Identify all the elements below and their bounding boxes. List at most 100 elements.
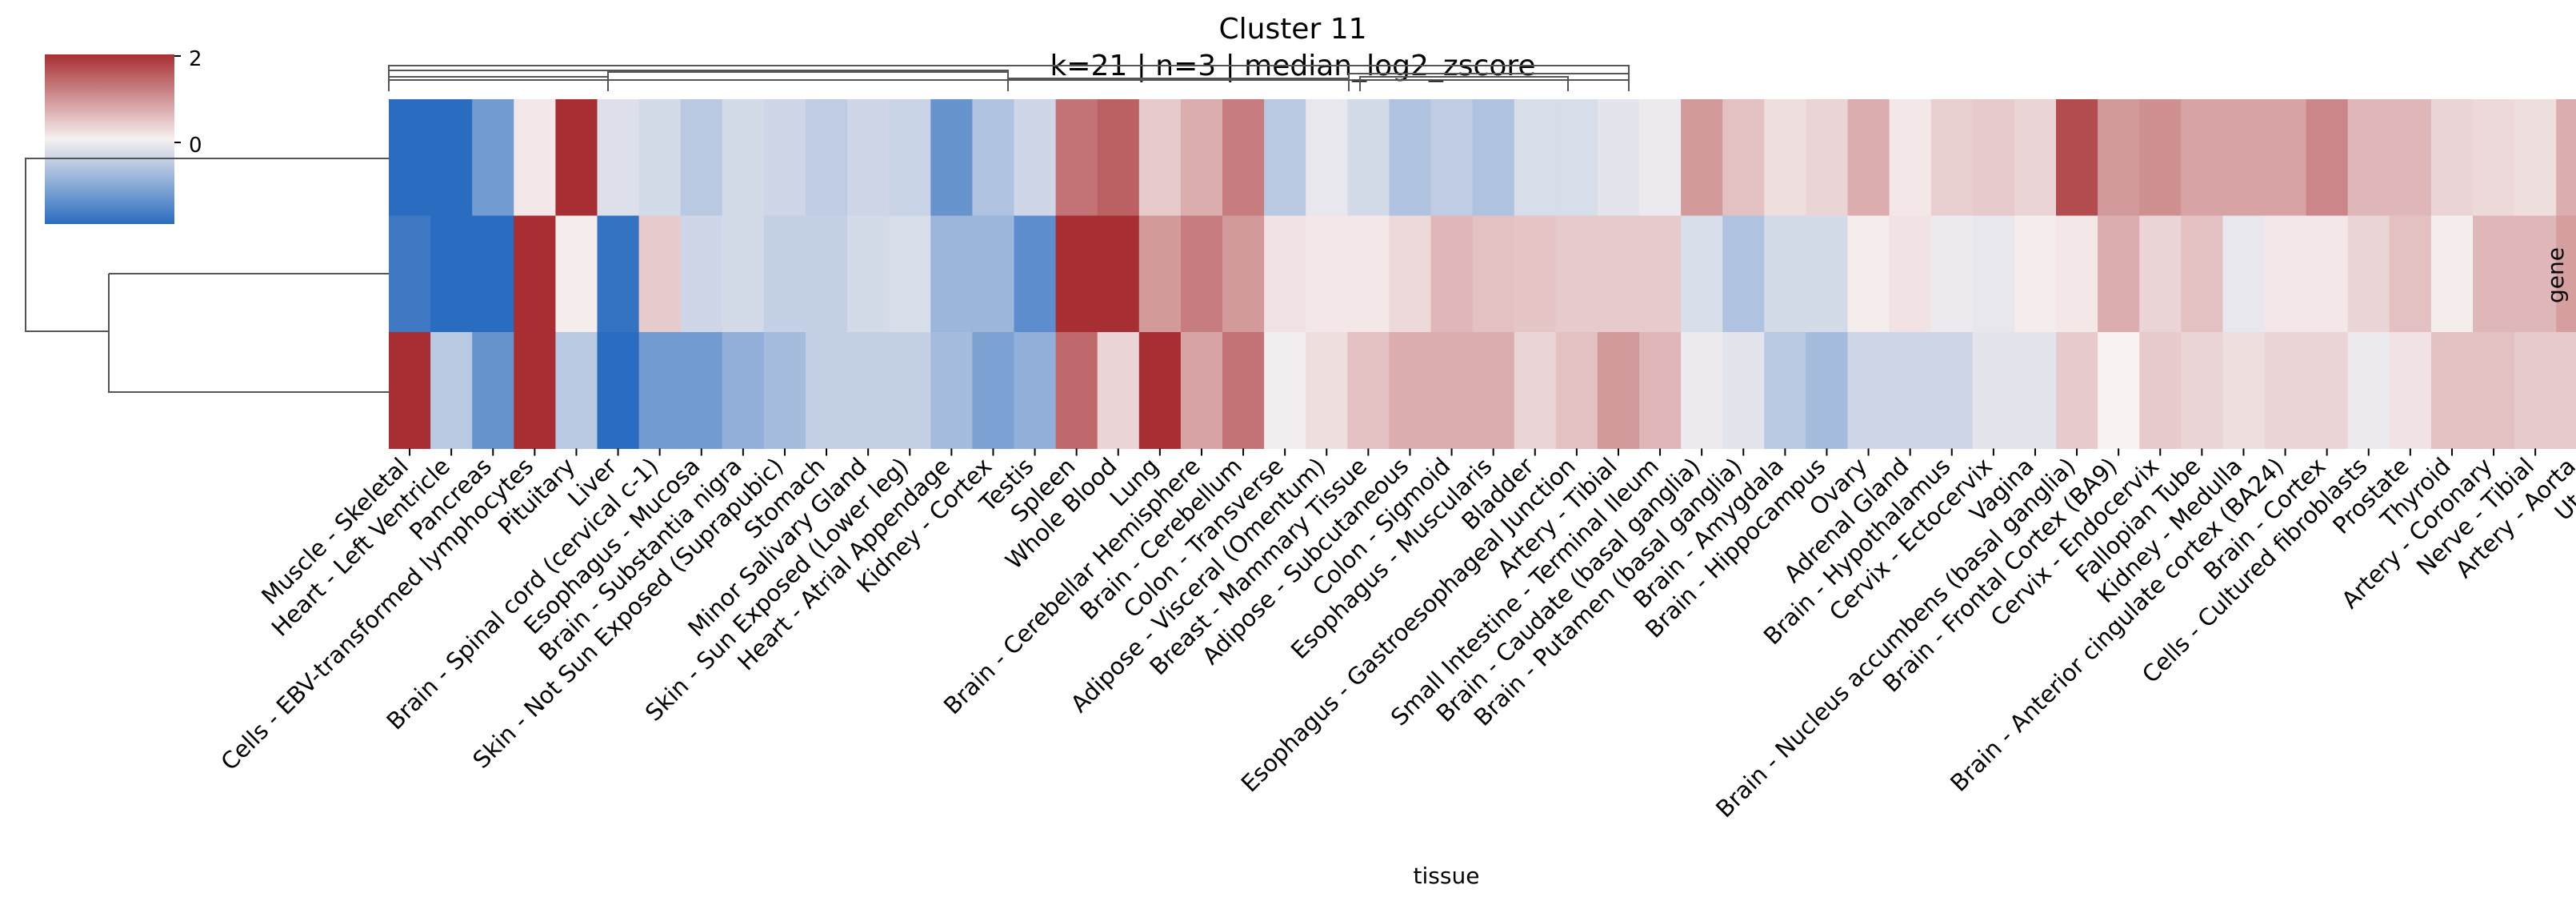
heatmap-cell [1889,332,1932,450]
heatmap-cell [2264,332,2307,450]
colorbar-tick-label: 2 [189,47,202,71]
heatmap-cell [638,332,682,450]
chart-title: Cluster 11 [1218,13,1366,46]
heatmap-cell [763,332,806,450]
heatmap-cell [889,99,931,217]
heatmap-cell [1138,332,1182,450]
heatmap-cell [1014,99,1057,217]
heatmap-cell [2430,99,2474,217]
heatmap-cell [2389,215,2432,333]
heatmap-cell [1264,215,1306,333]
heatmap-cell [1681,215,1723,333]
heatmap-cell [2556,215,2576,333]
x-axis-label: tissue [1414,863,1480,889]
heatmap-cell [1472,332,1515,450]
heatmap-cell [1847,332,1890,450]
heatmap-cell [1930,215,1974,333]
heatmap-cell [1847,215,1890,333]
heatmap-cell [1222,99,1265,217]
heatmap-cell [472,215,514,333]
heatmap-cell [597,332,640,450]
heatmap-cell [1555,99,1598,217]
heatmap-cell [2430,215,2474,333]
heatmap-cell [1764,99,1806,217]
heatmap-cell [1264,332,1306,450]
heatmap-cell [847,215,890,333]
heatmap-cell [1597,99,1640,217]
heatmap-cell [722,99,765,217]
heatmap-cell [1180,99,1223,217]
heatmap-cell [847,99,890,217]
heatmap-cell [930,99,973,217]
heatmap-cell [1806,215,1849,333]
heatmap-cell [2347,332,2390,450]
heatmap-cell [2514,332,2557,450]
heatmap-cell [1472,215,1515,333]
heatmap-cell [2347,99,2390,217]
heatmap-cell [806,99,848,217]
heatmap-cell [1806,332,1849,450]
heatmap-cell [1014,215,1057,333]
heatmap-cell [1639,215,1682,333]
heatmap-cell [1681,332,1723,450]
heatmap-cell [430,215,473,333]
heatmap-cell [1889,215,1932,333]
heatmap-cell [2139,99,2182,217]
heatmap-cell [1514,215,1557,333]
heatmap-cell [1306,332,1348,450]
heatmap-cell [389,215,431,333]
heatmap-cell [1389,99,1432,217]
heatmap-cell [1264,99,1306,217]
heatmap-cell [1347,332,1390,450]
heatmap-cell [1722,332,1765,450]
heatmap-cell [1430,215,1474,333]
heatmap-cell [472,99,514,217]
heatmap-cell [430,99,473,217]
heatmap-cell [2473,332,2515,450]
heatmap-cell [1806,99,1849,217]
heatmap-cell [2473,215,2515,333]
heatmap-cell [1639,332,1682,450]
heatmap-cell [1180,332,1223,450]
heatmap-cell [2222,215,2266,333]
heatmap-cell [1347,99,1390,217]
heatmap-cell [2056,332,2098,450]
heatmap-cell [2098,332,2140,450]
heatmap-cell [1681,99,1723,217]
heatmap-cell [1972,99,2015,217]
heatmap-cell [2181,99,2223,217]
heatmap-cell [2014,99,2057,217]
heatmap-cell [430,332,473,450]
heatmap-cell [722,215,765,333]
column-dendrogram [388,65,1630,91]
heatmap-cell [1306,215,1348,333]
heatmap-cell [2056,99,2098,217]
heatmap-cell [930,332,973,450]
heatmap-cell [2556,332,2576,450]
heatmap-cell [1222,332,1265,450]
heatmap-cell [514,99,556,217]
heatmap [389,99,2576,450]
heatmap-cell [597,215,640,333]
heatmap-cell [555,99,598,217]
heatmap-cell [2264,215,2307,333]
heatmap-cell [2222,332,2266,450]
heatmap-cell [597,99,640,217]
row-dendrogram [25,158,389,393]
heatmap-cell [722,332,765,450]
heatmap-cell [638,215,682,333]
heatmap-cell [1097,332,1140,450]
heatmap-cell [1764,215,1806,333]
heatmap-cell [1180,215,1223,333]
heatmap-cell [1514,332,1557,450]
heatmap-cell [2181,215,2223,333]
heatmap-cell [806,215,848,333]
heatmap-cell [1097,99,1140,217]
heatmap-cell [1306,99,1348,217]
heatmap-cell [2389,332,2432,450]
heatmap-cell [1389,215,1432,333]
heatmap-cell [514,332,556,450]
y-axis-label: gene [2542,247,2569,303]
heatmap-cell [1847,99,1890,217]
